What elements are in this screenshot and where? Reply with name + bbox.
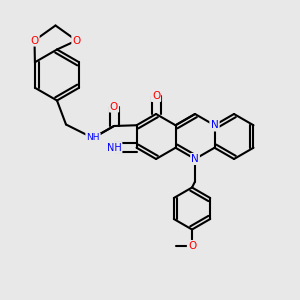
Text: NH: NH [86, 134, 100, 142]
Text: O: O [72, 35, 81, 46]
Text: O: O [30, 35, 39, 46]
Text: N: N [211, 120, 218, 130]
Text: O: O [188, 241, 196, 251]
Text: N: N [191, 154, 199, 164]
Text: NH: NH [107, 143, 122, 153]
Text: N: N [211, 120, 218, 130]
Text: O: O [110, 101, 118, 112]
Text: O: O [152, 91, 160, 101]
